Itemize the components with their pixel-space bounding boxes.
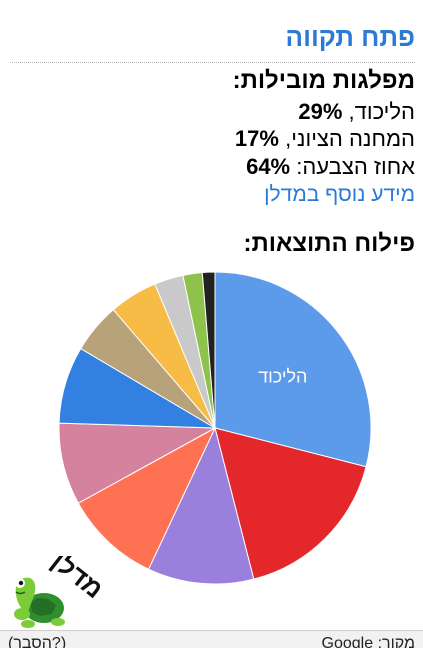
pie-slice-3[interactable] <box>77 426 217 570</box>
stat-separator: , <box>278 126 292 151</box>
turnout-label: אחוז הצבעה <box>302 154 415 179</box>
turnout-stat: אחוז הצבעה: 64% <box>246 153 415 181</box>
election-widget: פתח תקווה מפלגות מובילות: הליכוד, 29% המ… <box>10 22 415 628</box>
party-percent: 17% <box>234 126 279 151</box>
madlan-logo: מדלן <box>14 556 100 628</box>
more-info-link[interactable]: מידע נוסף במדלן <box>264 183 415 206</box>
pie-slice-0[interactable] <box>214 271 372 468</box>
pie-slice-label-0: הליכוד <box>258 366 307 386</box>
results-breakdown-heading: פילוח התוצאות: <box>243 230 415 257</box>
pie-slice-2[interactable] <box>147 426 255 585</box>
party-name: הליכוד <box>354 99 415 124</box>
pie-slice-4[interactable] <box>58 422 217 504</box>
party-stat-zionist-union: המחנה הציוני, 17% <box>235 125 415 153</box>
stat-separator: , <box>342 99 355 124</box>
party-percent: 29% <box>298 99 343 124</box>
footer-help-link[interactable]: (הסבר?) <box>8 635 67 648</box>
city-title: פתח תקווה <box>285 22 415 52</box>
results-pie-chart: הליכוד <box>58 271 372 585</box>
stat-separator: : <box>290 154 303 179</box>
turtle-icon <box>14 577 65 628</box>
party-name: המחנה הציוני <box>291 126 415 151</box>
pie-slice-10[interactable] <box>201 271 216 429</box>
turnout-percent: 64% <box>246 154 291 179</box>
footer-bar: מקור: Google (הסבר?) <box>0 630 423 648</box>
title-divider <box>10 62 415 63</box>
leading-parties-heading: מפלגות מובילות: <box>232 67 415 94</box>
footer-source: מקור: Google <box>321 635 415 648</box>
party-stat-likud: הליכוד, 29% <box>298 98 415 126</box>
pie-slice-1[interactable] <box>214 427 367 580</box>
